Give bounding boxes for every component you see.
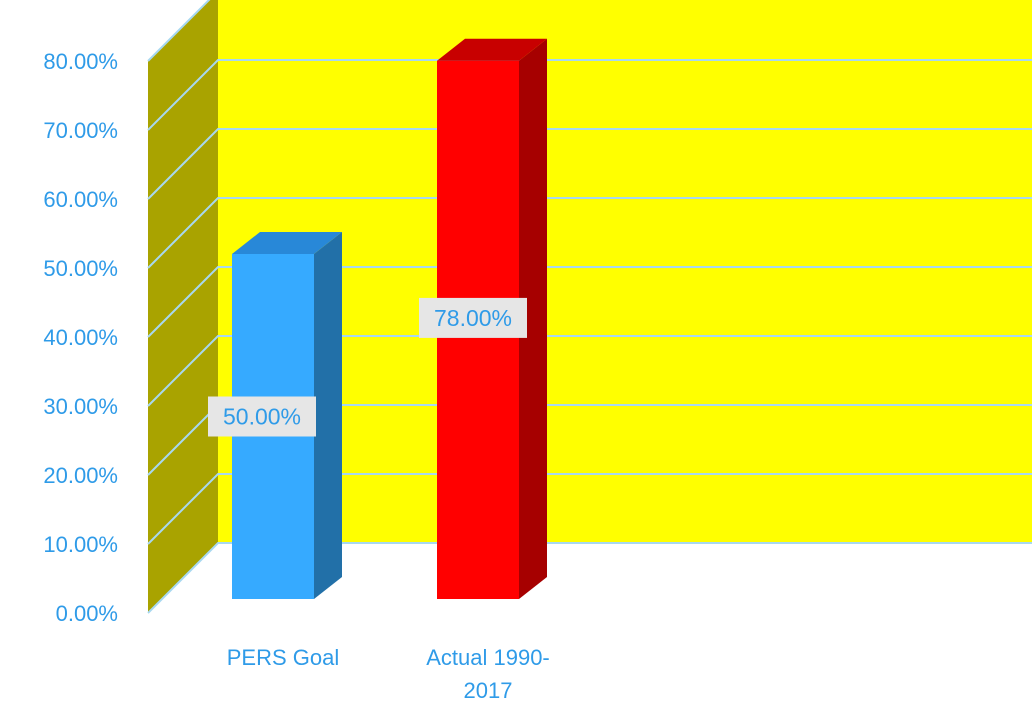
y-tick-label: 70.00% <box>43 118 118 143</box>
data-labels: 50.00% 78.00% <box>208 297 527 437</box>
data-label: 50.00% <box>208 396 316 437</box>
y-tick-label: 30.00% <box>43 394 118 419</box>
x-category-label: Actual 1990- 2017 <box>426 645 550 703</box>
y-tick-label: 0.00% <box>56 601 118 626</box>
bar-top <box>437 38 547 61</box>
side-wall <box>148 0 218 613</box>
y-tick-label: 50.00% <box>43 256 118 281</box>
gridline <box>147 59 1032 131</box>
x-category-label-line: Actual 1990- <box>426 645 550 670</box>
y-tick-label: 60.00% <box>43 187 118 212</box>
gridline <box>147 266 1032 338</box>
bar-side <box>314 232 342 599</box>
data-label-box <box>419 297 527 338</box>
gridlines <box>147 0 1032 614</box>
bar-top <box>232 232 342 254</box>
bar-side <box>519 38 547 600</box>
y-axis-tick-labels: 0.00% 10.00% 20.00% 30.00% 40.00% 50.00% 60.00… <box>43 49 118 626</box>
gridline <box>147 128 1032 200</box>
back-wall <box>218 0 1032 543</box>
data-label-text: 50.00% <box>223 404 301 430</box>
gridline <box>147 0 211 62</box>
x-category-label-line: PERS Goal <box>227 645 340 670</box>
y-tick-label: 20.00% <box>43 463 118 488</box>
gridline <box>147 335 1032 407</box>
gridline <box>147 197 1032 269</box>
x-axis-category-labels: PERS Goal Actual 1990- 2017 <box>227 645 550 703</box>
data-label-box <box>208 396 316 437</box>
x-category-label: PERS Goal <box>227 645 340 670</box>
y-tick-label: 10.00% <box>43 532 118 557</box>
gridline <box>147 542 1032 614</box>
gridline <box>147 473 1032 545</box>
chart-walls <box>148 0 1032 613</box>
data-label: 78.00% <box>419 297 527 338</box>
data-label-text: 78.00% <box>434 305 512 331</box>
y-tick-label: 80.00% <box>43 49 118 74</box>
y-tick-label: 40.00% <box>43 325 118 350</box>
x-category-label-line: 2017 <box>464 678 513 703</box>
